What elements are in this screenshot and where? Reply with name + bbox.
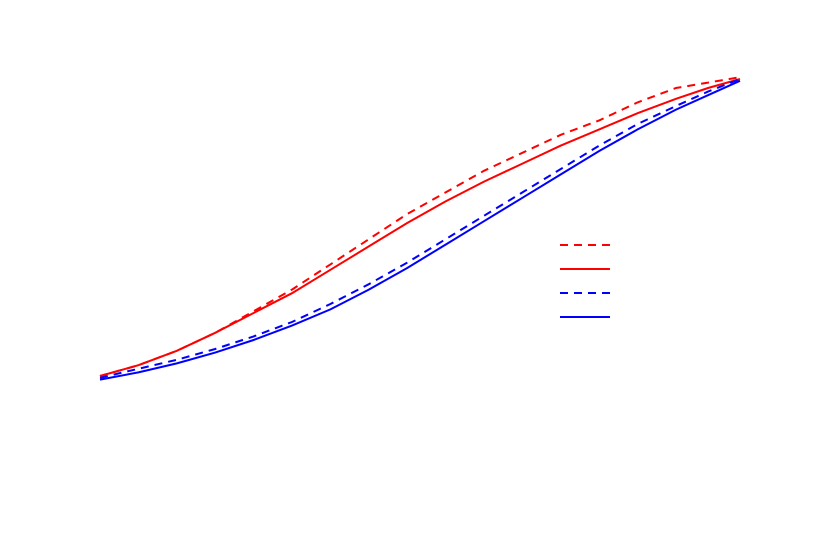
line-chart bbox=[0, 0, 814, 549]
chart-background bbox=[0, 0, 814, 549]
